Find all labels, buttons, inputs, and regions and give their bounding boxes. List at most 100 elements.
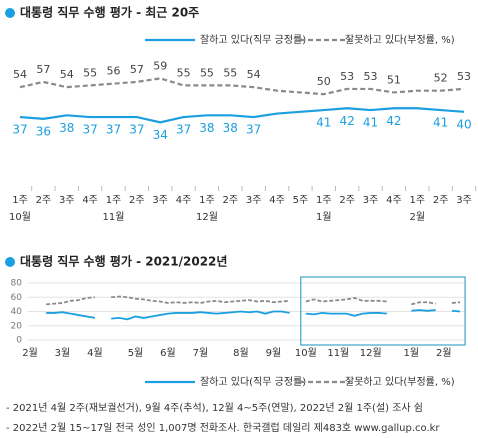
data-label: 54: [247, 68, 261, 81]
x-tick-label: 2주: [129, 195, 145, 206]
series-line: [19, 77, 465, 96]
x-tick-label: 3주: [363, 195, 379, 206]
x-tick-label: 4월: [87, 347, 103, 359]
x-tick-label: 2주: [433, 195, 449, 206]
x-tick-label: 2주: [36, 195, 52, 206]
highlight-box: [300, 276, 466, 346]
data-label: 41: [316, 116, 331, 130]
chart-title: 대통령 직무 수행 평가 - 2021/2022년: [20, 254, 227, 269]
data-label: 34: [153, 128, 168, 142]
x-tick-label: 1주: [106, 195, 122, 206]
data-label: 53: [364, 70, 378, 83]
data-label: 55: [83, 66, 97, 79]
series-line: [451, 301, 461, 304]
x-tick-label: 3주: [246, 195, 262, 206]
month-label: 12월: [196, 211, 218, 223]
y-tick-label: 0: [16, 336, 22, 346]
x-tick-label: 2주: [223, 195, 239, 206]
data-label: 37: [82, 123, 97, 137]
series-line: [46, 296, 95, 306]
x-tick-label: 2월: [22, 347, 38, 359]
x-tick-label: 4주: [82, 195, 98, 206]
data-label: 37: [12, 123, 27, 137]
x-tick-label: 9월: [266, 347, 282, 359]
month-label: 11월: [103, 211, 125, 223]
series-line: [111, 310, 290, 321]
data-label: 53: [457, 70, 471, 83]
x-tick-label: 4주: [269, 195, 285, 206]
x-tick-label: 5월: [128, 347, 144, 359]
x-tick-label: 1주: [199, 195, 215, 206]
data-label: 38: [199, 121, 214, 135]
x-tick-label: 1주: [409, 195, 425, 206]
data-label: 53: [340, 70, 354, 83]
x-tick-label: 3주: [59, 195, 75, 206]
title-dot: [5, 8, 15, 18]
data-label: 51: [387, 73, 401, 86]
data-label: 37: [106, 123, 121, 137]
chart-title: 대통령 직무 수행 평가 - 최근 20주: [20, 5, 199, 20]
data-label: 38: [59, 121, 74, 135]
x-tick-label: 8월: [233, 347, 249, 359]
data-label: 55: [223, 66, 237, 79]
footnote: - 2022년 2월 15~17일 전국 성인 1,007명 전화조사. 한국갤…: [6, 422, 440, 434]
data-label: 37: [129, 123, 144, 137]
data-label: 59: [153, 59, 167, 72]
x-tick-label: 6월: [160, 347, 176, 359]
data-label: 41: [363, 116, 378, 130]
x-tick-label: 11월: [327, 347, 349, 359]
footnote: - 2021년 4월 2주(재보궐선거), 9월 4주(추석), 12월 4~5…: [6, 401, 423, 414]
y-tick-label: 20: [11, 321, 23, 331]
data-label: 56: [106, 65, 120, 78]
x-tick-label: 1주: [12, 195, 28, 206]
x-tick-label: 3주: [152, 195, 168, 206]
series-line: [46, 311, 96, 319]
data-label: 50: [317, 75, 331, 88]
x-tick-label: 3주: [456, 195, 472, 206]
data-label: 41: [433, 116, 448, 130]
x-tick-label: 4주: [386, 195, 402, 206]
data-label: 36: [36, 124, 51, 138]
data-label: 54: [60, 68, 74, 81]
month-label: 1월: [316, 211, 332, 223]
title-dot: [5, 257, 15, 267]
data-label: 37: [176, 123, 191, 137]
x-tick-label: 3월: [55, 347, 71, 359]
legend-label: 잘하고 있다(직무 긍정률): [200, 33, 306, 46]
legend-label: 잘하고 있다(직무 긍정률): [200, 375, 306, 388]
y-tick-label: 40: [11, 307, 23, 317]
data-label: 37: [246, 123, 261, 137]
series-line: [411, 301, 436, 306]
data-label: 42: [340, 114, 355, 128]
x-tick-label: 12월: [360, 347, 382, 359]
series-line: [451, 309, 461, 313]
legend-label: 잘못하고 있다(부정률, %): [345, 375, 455, 388]
y-tick-label: 80: [11, 279, 23, 289]
data-label: 57: [36, 63, 50, 76]
x-tick-label: 1주: [316, 195, 332, 206]
data-label: 55: [200, 66, 214, 79]
series-line: [411, 309, 436, 312]
data-label: 55: [177, 66, 191, 79]
legend-label: 잘못하고 있다(부정률, %): [345, 33, 455, 46]
series-line: [305, 297, 388, 303]
x-tick-label: 4주: [176, 195, 192, 206]
x-tick-label: 2월: [436, 347, 452, 359]
series-line: [19, 107, 465, 124]
x-tick-label: 7월: [193, 347, 209, 359]
data-label: 57: [130, 63, 144, 76]
data-label: 54: [13, 68, 27, 81]
data-label: 52: [434, 72, 448, 85]
data-label: 38: [223, 121, 238, 135]
month-label: 2월: [409, 211, 425, 223]
x-tick-label: 5주: [293, 195, 309, 206]
x-tick-label: 10월: [295, 347, 317, 359]
x-tick-label: 1월: [404, 347, 420, 359]
month-label: 10월: [9, 211, 31, 223]
y-tick-label: 60: [11, 293, 23, 303]
data-label: 40: [456, 117, 471, 131]
data-label: 42: [386, 114, 401, 128]
series-line: [305, 312, 388, 317]
x-tick-label: 2주: [339, 195, 355, 206]
